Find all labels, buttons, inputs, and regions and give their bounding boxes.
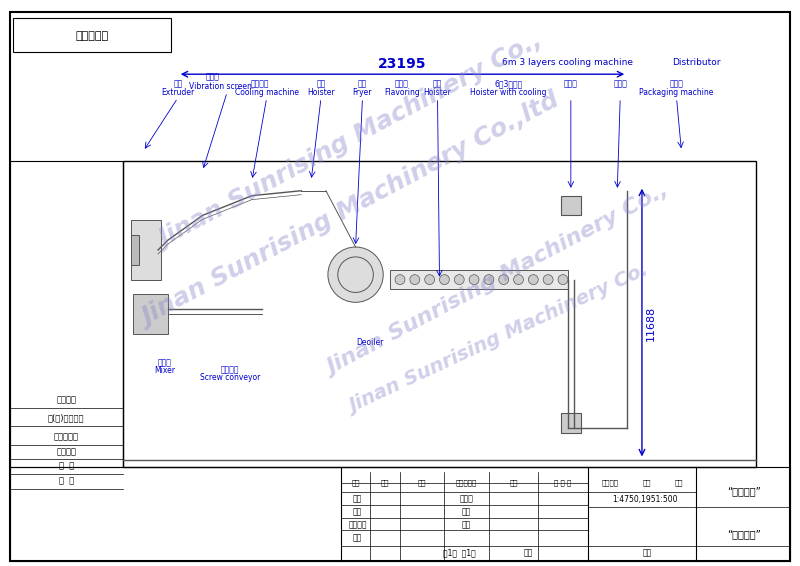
Text: Jinan Sunrising Machinery Co.,ltd: Jinan Sunrising Machinery Co.,ltd [138,89,563,331]
Text: 校核: 校核 [353,507,362,516]
Text: 日  期: 日 期 [58,477,74,486]
Text: Cooling machine: Cooling machine [234,88,298,97]
Text: 主机: 主机 [173,80,182,88]
Text: Hoister: Hoister [307,88,335,97]
Text: 签名: 签名 [510,480,518,486]
Circle shape [410,275,420,285]
Text: 23195: 23195 [378,57,426,71]
Bar [390,270,568,289]
Text: 质量: 质量 [642,480,651,486]
Text: Fryer: Fryer [353,88,372,97]
Text: 旧底图总号: 旧底图总号 [54,432,78,441]
Text: Jinan Sunrising Machinery Co.,: Jinan Sunrising Machinery Co., [325,181,673,379]
Text: 标准化: 标准化 [459,494,473,503]
Bar [10,468,790,561]
Text: 振动筛: 振动筛 [206,72,219,82]
Text: 处数: 处数 [381,480,390,486]
Text: 螺旋输送: 螺旋输送 [221,365,239,374]
Bar [561,196,581,216]
Text: 1:4750,1951:500: 1:4750,1951:500 [612,495,678,504]
Circle shape [454,275,464,285]
Circle shape [528,275,538,285]
Bar [13,18,171,53]
Text: 阶段标记: 阶段标记 [602,480,618,486]
Text: 冷却输送: 冷却输送 [250,80,269,88]
Text: 提升机: 提升机 [564,80,578,88]
Circle shape [514,275,523,285]
Text: 签  字: 签 字 [58,462,74,471]
Circle shape [543,275,553,285]
Text: Packaging machine: Packaging machine [639,88,714,97]
Text: 替代: 替代 [642,548,651,558]
Text: Vibration screen: Vibration screen [189,82,252,91]
Text: 工艺: 工艺 [462,507,470,516]
Text: 版本: 版本 [524,548,533,558]
Text: “图样代号”: “图样代号” [726,529,761,539]
Text: Screw conveyor: Screw conveyor [200,373,260,382]
Text: Jinan Sunrising Machinery Co.,: Jinan Sunrising Machinery Co., [154,29,546,253]
Text: 分区: 分区 [418,480,426,486]
Text: 八角桶: 八角桶 [395,80,409,88]
Text: 批准: 批准 [353,533,362,542]
Bar [131,235,139,265]
Text: 设计: 设计 [353,494,362,503]
Bar [123,161,755,468]
Text: 包装机: 包装机 [670,80,683,88]
Circle shape [439,275,450,285]
Text: 分料机: 分料机 [614,80,627,88]
Text: 6簷3层冷却: 6簷3层冷却 [494,80,522,88]
Bar [561,413,581,432]
Text: 提升: 提升 [316,80,326,88]
Text: 年 月 日: 年 月 日 [554,480,571,486]
Circle shape [498,275,509,285]
Text: “图样名称”: “图样名称” [726,486,761,496]
Text: 比例: 比例 [674,480,683,486]
Circle shape [425,275,434,285]
Text: 更改文件号: 更改文件号 [456,480,478,486]
Text: 提升: 提升 [433,80,442,88]
Bar [134,294,168,334]
Text: 11688: 11688 [646,306,656,341]
Text: 6m 3 layers cooling machine: 6m 3 layers cooling machine [502,58,634,67]
Text: Flavoring: Flavoring [384,88,420,97]
Circle shape [484,275,494,285]
Circle shape [395,275,405,285]
Circle shape [469,275,479,285]
Circle shape [328,247,383,302]
Text: Distributor: Distributor [672,58,721,67]
Text: Mixer: Mixer [154,366,175,375]
Text: Deoiler: Deoiler [357,338,384,348]
Text: 供(通)符件登记: 供(通)符件登记 [48,413,85,422]
Bar [10,161,123,468]
Text: 共1张  第1张: 共1张 第1张 [443,548,476,558]
Circle shape [558,275,568,285]
Text: 拌粉机: 拌粉机 [158,358,172,367]
Text: 炸锅: 炸锅 [358,80,367,88]
Text: 审核: 审核 [462,520,470,529]
Text: Hoister: Hoister [424,88,451,97]
Text: Jinan Sunrising Machinery Co.: Jinan Sunrising Machinery Co. [346,261,651,417]
Text: 零件代号: 零件代号 [56,396,76,405]
Text: 『台封图』: 『台封图』 [75,31,109,41]
Text: 主管设计: 主管设计 [348,520,366,529]
Text: Extruder: Extruder [161,88,194,97]
Text: 底图总号: 底图总号 [56,447,76,456]
Text: 标记: 标记 [351,480,360,486]
Bar [131,220,161,280]
Text: Hoister with cooling: Hoister with cooling [470,88,547,97]
